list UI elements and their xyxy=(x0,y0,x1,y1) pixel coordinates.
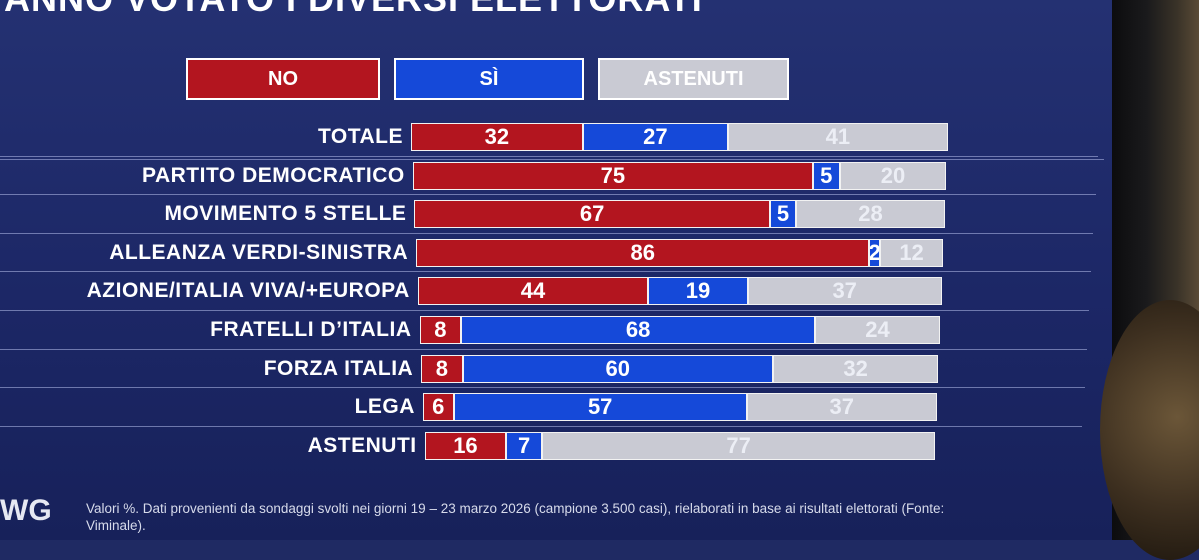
category-label: MOVIMENTO 5 STELLE xyxy=(164,202,407,226)
bar-segment-astenuti: 12 xyxy=(879,238,944,267)
bar-segment-no: 67 xyxy=(414,200,770,229)
category-label: PARTITO DEMOCRATICO xyxy=(142,163,405,187)
bar-segment-no: 32 xyxy=(411,123,583,151)
row-separator xyxy=(0,348,1087,350)
bar-segment-no: 44 xyxy=(417,277,649,306)
bar-segment-astenuti: 37 xyxy=(746,393,937,422)
bar-segment-no: 75 xyxy=(412,161,813,190)
bar-segment-no: 8 xyxy=(419,316,462,344)
bar-segment-no: 6 xyxy=(422,393,454,422)
bar-segment-si: 27 xyxy=(582,123,728,151)
category-label: TOTALE xyxy=(317,125,403,148)
bar-segment-astenuti: 37 xyxy=(747,277,942,306)
bar-segment-si: 5 xyxy=(812,161,840,190)
row-separator xyxy=(0,159,1104,160)
tv-screen: ANNO VOTATO I DIVERSI ELETTORATI NO SÌ A… xyxy=(0,0,1112,540)
row-separator xyxy=(0,271,1092,273)
bar-segment-no: 8 xyxy=(421,354,463,383)
row-separator xyxy=(0,310,1089,311)
category-label: FRATELLI D’ITALIA xyxy=(210,318,412,341)
bar-segment-no: 86 xyxy=(416,238,870,267)
bar-segment-astenuti: 41 xyxy=(727,123,948,151)
bar-segment-astenuti: 32 xyxy=(772,354,939,383)
row-separator xyxy=(0,155,1098,157)
footnote: Valori %. Dati provenienti da sondaggi s… xyxy=(86,501,945,533)
pollster-logo: WG xyxy=(0,494,52,527)
row-separator xyxy=(0,387,1085,389)
bar-segment-si: 19 xyxy=(648,277,748,306)
legend-no: NO xyxy=(186,58,380,100)
bar-segment-astenuti: 28 xyxy=(796,200,945,229)
category-label: FORZA ITALIA xyxy=(263,356,414,380)
legend-astenuti: ASTENUTI xyxy=(598,58,789,100)
chart-title: ANNO VOTATO I DIVERSI ELETTORATI xyxy=(4,0,703,22)
legend-si: SÌ xyxy=(394,58,584,100)
row-separator xyxy=(0,232,1094,234)
bar-segment-astenuti: 20 xyxy=(839,161,947,190)
category-label: ASTENUTI xyxy=(307,433,417,457)
row-separator xyxy=(0,194,1096,196)
bar-segment-si: 68 xyxy=(461,316,816,344)
bar-segment-si: 5 xyxy=(769,200,797,229)
bar-segment-astenuti: 77 xyxy=(542,431,936,460)
category-label: AZIONE/ITALIA VIVA/+EUROPA xyxy=(86,279,410,303)
category-label: LEGA xyxy=(354,395,415,419)
bar-segment-astenuti: 24 xyxy=(815,316,940,344)
bar-segment-si: 57 xyxy=(453,393,747,422)
category-label: ALLEANZA VERDI-SINISTRA xyxy=(109,240,409,264)
bar-segment-no: 16 xyxy=(424,431,507,460)
bar-segment-si: 60 xyxy=(462,354,773,383)
bar-segment-si: 2 xyxy=(869,238,880,267)
bar-segment-si: 7 xyxy=(506,431,543,460)
row-separator xyxy=(0,425,1083,427)
